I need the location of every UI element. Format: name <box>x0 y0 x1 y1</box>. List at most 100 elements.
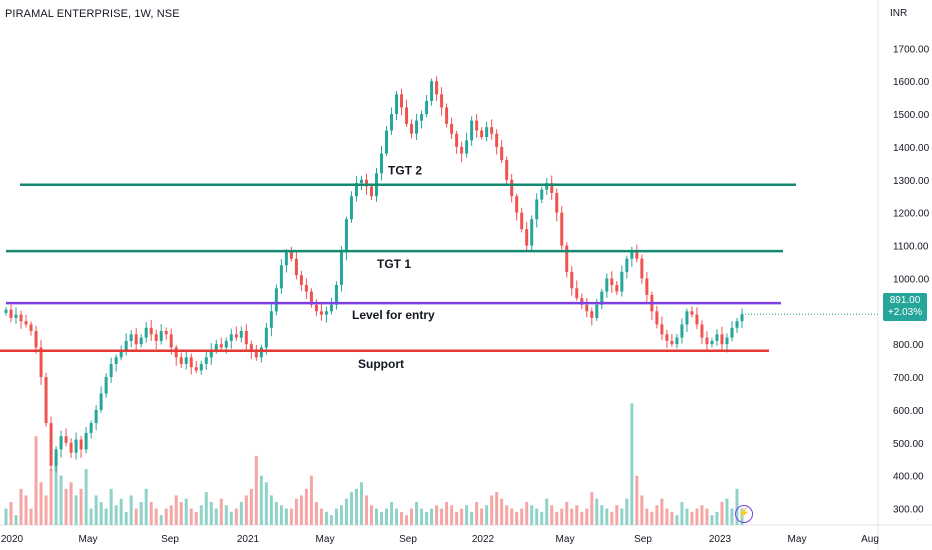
volume-bar <box>314 501 318 525</box>
candle-body <box>344 219 348 253</box>
volume-bar <box>725 498 729 525</box>
x-tick-label: 2020 <box>1 534 24 545</box>
candle-body <box>164 331 168 335</box>
candle-body <box>324 311 328 315</box>
volume-bar <box>595 498 599 525</box>
volume-bar <box>645 508 649 525</box>
volume-bar <box>309 475 313 525</box>
volume-bar <box>199 505 203 525</box>
candle-body <box>274 288 278 312</box>
volume-bar <box>4 508 8 525</box>
candle-body <box>49 423 53 466</box>
volume-bar <box>259 475 263 525</box>
x-tick-label: May <box>556 534 575 545</box>
y-tick-label: 1200.00 <box>893 209 930 220</box>
candle-body <box>660 324 664 335</box>
candle-body <box>435 81 439 95</box>
candle-body <box>139 337 143 345</box>
volume-bar <box>64 488 68 525</box>
candle-body <box>94 409 98 424</box>
volume-bar <box>550 505 554 525</box>
candle-body <box>495 133 499 147</box>
candle-body <box>715 334 719 341</box>
volume-bar <box>565 501 569 525</box>
candle-body <box>620 271 624 292</box>
candle-body <box>465 140 469 154</box>
candle-body <box>359 179 363 184</box>
candle-body <box>69 442 73 453</box>
candle-body <box>410 123 414 134</box>
volume-bar <box>730 508 734 525</box>
candle-body <box>159 331 163 341</box>
volume-bar <box>54 455 58 525</box>
volume-bar <box>124 511 128 525</box>
candle-body <box>515 196 519 213</box>
candle-body <box>480 130 484 138</box>
volume-bar <box>294 498 298 525</box>
volume-bar <box>114 505 118 525</box>
volume-bar <box>164 508 168 525</box>
volume-bar <box>69 482 73 525</box>
volume-bar <box>410 508 414 525</box>
candle-body <box>14 314 18 318</box>
volume-bar <box>490 495 494 525</box>
candle-body <box>134 334 138 345</box>
y-tick-label: 600.00 <box>893 406 924 417</box>
volume-bar <box>545 498 549 525</box>
volume-bar <box>189 508 193 525</box>
candle-body <box>219 344 223 348</box>
volume-bar <box>380 511 384 525</box>
volume-bar <box>279 505 283 525</box>
volume-bar <box>515 511 519 525</box>
volume-bar <box>700 505 704 525</box>
volume-bar <box>430 508 434 525</box>
candle-body <box>299 275 303 286</box>
candle-body <box>590 311 594 318</box>
volume-bar <box>334 508 338 525</box>
volume-bar <box>425 511 429 525</box>
volume-bar <box>415 501 419 525</box>
x-tick-label: Sep <box>161 534 179 545</box>
volume-bar <box>284 508 288 525</box>
volume-bar <box>590 492 594 525</box>
candle-body <box>339 252 343 286</box>
candle-body <box>64 436 68 443</box>
candle-body <box>74 439 78 453</box>
volume-bar <box>249 488 253 525</box>
candle-body <box>224 340 228 348</box>
volume-bar <box>505 505 509 525</box>
candle-body <box>194 367 198 371</box>
volume-bar <box>369 505 373 525</box>
candle-body <box>259 347 263 358</box>
lightning-icon[interactable]: ⚡ <box>735 505 753 523</box>
volume-bar <box>204 492 208 525</box>
volume-bar <box>675 515 679 525</box>
candle-body <box>595 304 599 318</box>
candle-body <box>625 258 629 272</box>
volume-bar <box>229 511 233 525</box>
candle-body <box>79 439 83 450</box>
volume-bar <box>9 501 13 525</box>
candle-body <box>455 133 459 147</box>
volume-bar <box>34 436 38 525</box>
candle-body <box>254 350 258 358</box>
y-tick-label: 1300.00 <box>893 176 930 187</box>
volume-bar <box>304 488 308 525</box>
volume-bar <box>74 495 78 525</box>
y-tick-label: 1100.00 <box>893 242 929 253</box>
candle-body <box>735 321 739 328</box>
volume-bar <box>585 508 589 525</box>
candle-body <box>304 285 308 292</box>
volume-bar <box>710 515 714 525</box>
volume-bar <box>354 488 358 525</box>
candle-body <box>540 189 544 200</box>
volume-bar <box>555 511 559 525</box>
y-tick-label: 800.00 <box>893 340 924 351</box>
x-tick-label: 2021 <box>237 534 260 545</box>
volume-bar <box>635 475 639 525</box>
candle-body <box>710 340 714 345</box>
volume-bar <box>705 508 709 525</box>
candle-body <box>570 271 574 289</box>
